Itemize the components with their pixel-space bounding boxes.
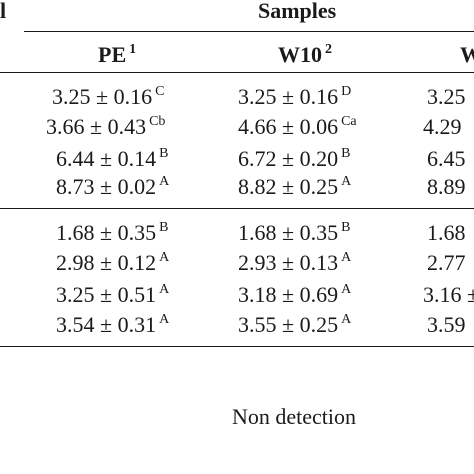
header-bottom-rule — [0, 72, 474, 73]
group-header-samples: Samples — [258, 0, 337, 23]
column-header-pe: PE 1 — [98, 42, 137, 67]
block-bottom-rule — [0, 346, 474, 347]
table-cell: 3.59 — [427, 312, 466, 337]
table-cell: 3.25 ± 0.51 A — [56, 282, 170, 307]
table-cell: 8.82 ± 0.25 A — [238, 174, 352, 199]
table-cell: 4.29 — [423, 114, 462, 139]
table-cell: 6.44 ± 0.14 B — [56, 146, 169, 171]
table-cell: 8.89 — [427, 174, 466, 199]
table-cell: 4.66 ± 0.06 Ca — [238, 114, 357, 139]
table-cell: 2.77 — [427, 250, 466, 275]
table-cell: 3.66 ± 0.43 Cb — [46, 114, 166, 139]
table-cell: 3.18 ± 0.69 A — [238, 282, 352, 307]
table-cell: 3.16 ± — [423, 282, 474, 307]
table-cell: 1.68 ± 0.35 B — [56, 220, 169, 245]
table-cell: 1.68 ± 0.35 B — [238, 220, 351, 245]
table-cell: 3.54 ± 0.31 A — [56, 312, 170, 337]
table-cell: 3.25 ± 0.16 C — [52, 84, 165, 109]
table-cell: 3.25 ± 0.16 D — [238, 84, 352, 109]
group-header-rule — [24, 31, 474, 32]
left-header-fragment: l — [0, 0, 7, 23]
table-cell: 1.68 — [427, 220, 466, 245]
table-cell: 3.25 — [427, 84, 466, 109]
table-cell: 2.98 ± 0.12 A — [56, 250, 170, 275]
table-cell: 6.72 ± 0.20 B — [238, 146, 351, 171]
column-header-w10: W10 2 — [278, 42, 332, 67]
column-header-w: W — [460, 42, 474, 67]
table-cell: 6.45 — [427, 146, 466, 171]
table-cell: 2.93 ± 0.13 A — [238, 250, 352, 275]
table-cell: 8.73 ± 0.02 A — [56, 174, 170, 199]
footer-note: Non detection — [232, 404, 357, 429]
block-separator-rule — [0, 208, 474, 209]
table-cell: 3.55 ± 0.25 A — [238, 312, 352, 337]
